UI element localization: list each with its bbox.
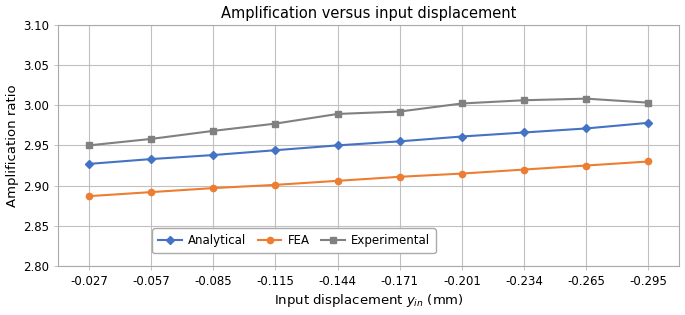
Analytical [458,135,466,138]
Experimental [209,129,217,133]
Y-axis label: Amplification ratio: Amplification ratio [5,84,18,207]
FEA [334,179,342,183]
Experimental [85,144,93,147]
Legend: Analytical, FEA, Experimental: Analytical, FEA, Experimental [152,228,436,253]
Experimental [645,101,653,105]
FEA [271,183,279,187]
Title: Amplification versus input displacement: Amplification versus input displacement [221,6,516,20]
Experimental [271,122,279,125]
Analytical [209,153,217,157]
FEA [520,168,528,171]
Experimental [520,98,528,102]
Analytical [85,162,93,166]
FEA [582,163,590,167]
Experimental [582,97,590,100]
Analytical [271,148,279,152]
Experimental [334,112,342,116]
Analytical [520,131,528,135]
Analytical [147,157,155,161]
FEA [209,186,217,190]
Analytical [396,140,404,143]
FEA [396,175,404,179]
Analytical [334,144,342,147]
FEA [85,194,93,198]
Line: Analytical: Analytical [86,120,651,167]
FEA [645,160,653,163]
Line: Experimental: Experimental [86,95,652,149]
Analytical [582,127,590,130]
X-axis label: Input displacement $y_{in}$ (mm): Input displacement $y_{in}$ (mm) [274,292,464,309]
Analytical [645,121,653,125]
Experimental [147,137,155,141]
FEA [147,190,155,194]
Experimental [396,110,404,113]
Line: FEA: FEA [86,158,651,199]
Experimental [458,101,466,105]
FEA [458,172,466,175]
